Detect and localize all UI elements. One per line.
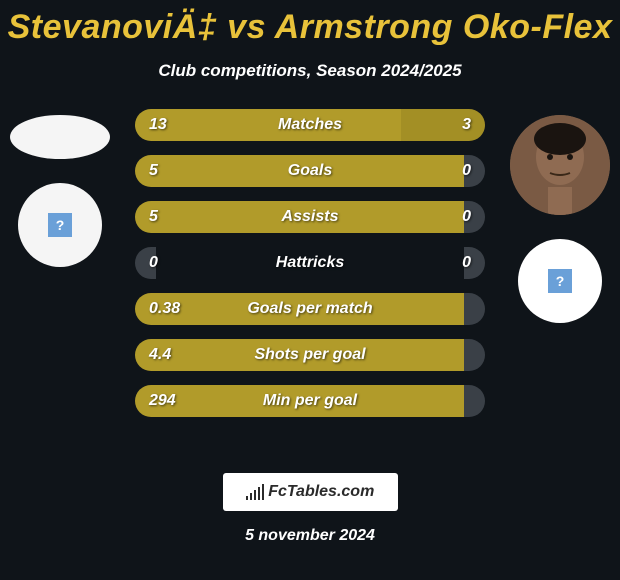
face-icon [510,115,610,215]
stat-label: Assists [282,208,339,226]
stat-value-left: 13 [149,116,167,134]
row-inner: 4.4 Shots per goal [135,339,485,371]
stat-value-left: 5 [149,208,158,226]
row-inner: 0 Hattricks 0 [135,247,485,279]
stat-row: 13 Matches 3 [135,109,485,141]
stat-row: 0.38 Goals per match [135,293,485,325]
stat-row: 4.4 Shots per goal [135,339,485,371]
stat-value-right: 3 [462,116,471,134]
stat-value-right: 0 [462,254,471,272]
date-label: 5 november 2024 [0,527,620,545]
stat-value-left: 5 [149,162,158,180]
row-inner: 294 Min per goal [135,385,485,417]
comparison-bars: 13 Matches 3 5 Goals 0 5 Assists 0 0 Hattricks 0 0.3… [135,109,485,417]
stat-value-right: 0 [462,162,471,180]
fctables-logo: FcTables.com [223,473,398,511]
page-subtitle: Club competitions, Season 2024/2025 [0,61,620,81]
stat-label: Shots per goal [254,346,365,364]
stat-label: Hattricks [276,254,344,272]
stat-value-right: 0 [462,208,471,226]
question-icon: ? [548,269,572,293]
row-inner: 5 Assists 0 [135,201,485,233]
row-inner: 13 Matches 3 [135,109,485,141]
stat-value-left: 294 [149,392,176,410]
comparison-content: ? 13Matches35Goals05Assists00Hattricks00… [0,109,620,449]
stat-row: 5 Assists 0 [135,201,485,233]
stat-row: 5 Goals 0 [135,155,485,187]
stat-label: Min per goal [263,392,357,410]
row-inner: 5 Goals 0 [135,155,485,187]
stat-value-left: 0 [149,254,158,272]
stat-value-left: 4.4 [149,346,171,364]
stat-label: Goals per match [247,300,372,318]
stat-row: 0 Hattricks 0 [135,247,485,279]
player-left-badge: ? [18,183,102,267]
bars-icon [246,484,265,500]
question-icon: ? [48,213,72,237]
player-right-column: ? [500,109,620,323]
stat-label: Goals [288,162,332,180]
stat-value-left: 0.38 [149,300,180,318]
row-inner: 0.38 Goals per match [135,293,485,325]
player-left-avatar [10,115,110,159]
page-title: StevanoviÄ‡ vs Armstrong Oko-Flex [0,0,620,47]
player-left-column: ? [0,109,120,267]
stat-label: Matches [278,116,342,134]
player-right-badge: ? [518,239,602,323]
stat-row: 294 Min per goal [135,385,485,417]
logo-text: FcTables.com [268,483,374,501]
player-right-avatar [510,115,610,215]
